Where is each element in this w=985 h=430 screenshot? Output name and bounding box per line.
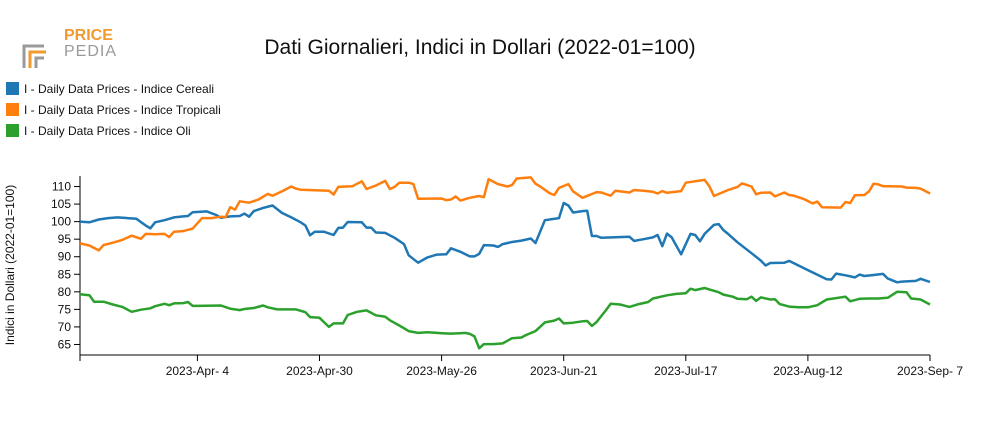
legend-label-1: I - Daily Data Prices - Indice Tropicali — [24, 103, 221, 117]
legend-swatch-2 — [6, 124, 19, 137]
x-tick-label: 2023-Jul-17 — [654, 364, 718, 378]
series-line-1 — [79, 176, 931, 252]
x-tick-label: 2023-Jun-21 — [530, 364, 598, 378]
logo-bracket-outer — [22, 44, 44, 68]
y-tick-label: 70 — [58, 320, 72, 334]
series-line-0 — [79, 201, 931, 284]
series-line-2 — [79, 286, 931, 350]
x-axis: 2023-Apr- 4 2023-Apr-30 2023-May-26 2023-Ju… — [79, 354, 963, 378]
y-tick-label: 65 — [58, 337, 72, 351]
x-tick-label: 2023-May-26 — [406, 364, 477, 378]
y-tick-label: 80 — [58, 285, 72, 299]
legend-label-2: I - Daily Data Prices - Indice Oli — [24, 124, 191, 138]
legend-swatch-0 — [6, 82, 19, 95]
x-tick-label: 2023-Apr- 4 — [166, 364, 230, 378]
pricepedia-logo: PRICE PEDIA — [22, 24, 132, 70]
legend-label-0: I - Daily Data Prices - Indice Cereali — [24, 82, 214, 96]
legend: I - Daily Data Prices - Indice Cereali I … — [6, 82, 221, 138]
chart-title: Dati Giornalieri, Indici in Dollari (202… — [264, 36, 695, 59]
x-tick-label: 2023-Sep- 7 — [897, 364, 963, 378]
y-tick-label: 110 — [52, 180, 71, 194]
logo-text-pedia: PEDIA — [64, 43, 117, 60]
x-tick-label: 2023-Apr-30 — [286, 364, 353, 378]
y-tick-label: 95 — [58, 232, 72, 246]
legend-swatch-1 — [6, 103, 19, 116]
y-axis-label: Indici in Dollari (2022-01=100) — [3, 185, 17, 345]
y-tick-label: 105 — [51, 197, 71, 211]
x-tick-label: 2023-Aug-12 — [773, 364, 843, 378]
y-tick-label: 100 — [51, 215, 71, 229]
y-tick-label: 85 — [58, 267, 72, 281]
y-tick-label: 75 — [58, 302, 72, 316]
logo-text-price: PRICE — [64, 27, 113, 44]
series-layer — [79, 176, 931, 350]
logo-bracket-mid — [28, 50, 46, 68]
y-axis: 65 70 75 80 85 90 95 100 105 110 — [51, 176, 81, 355]
logo-bracket-inner — [34, 56, 44, 68]
y-tick-label: 90 — [58, 250, 72, 264]
